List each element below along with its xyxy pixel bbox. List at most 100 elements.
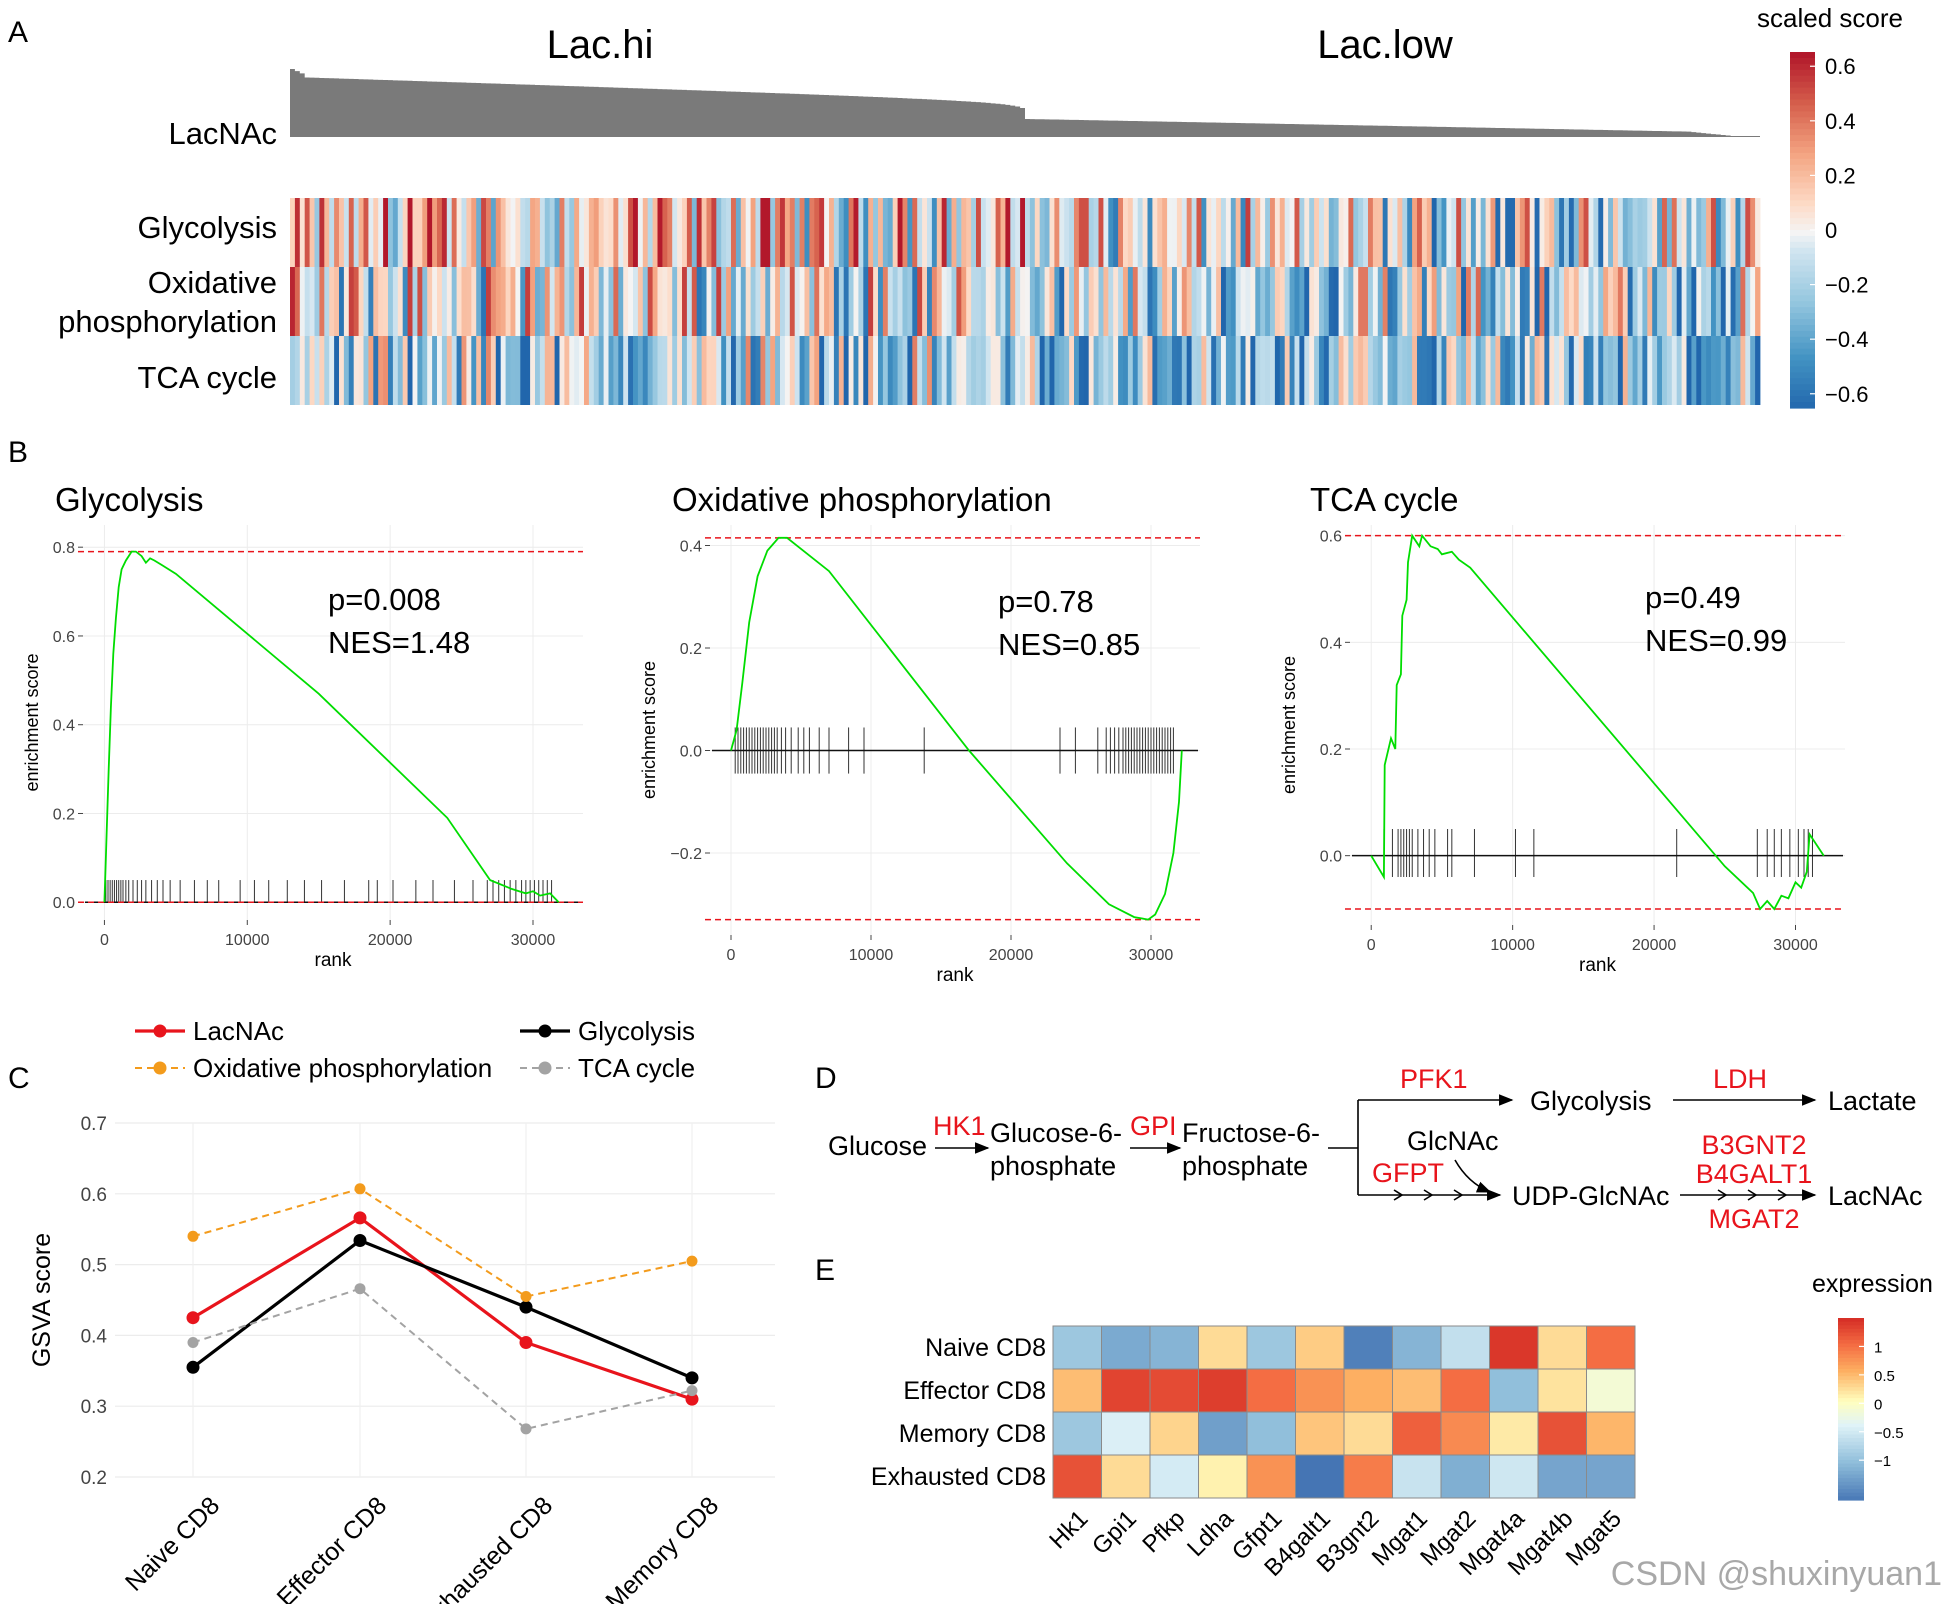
heat-e-cell (1343, 1454, 1393, 1499)
heat-a-cell (427, 198, 433, 267)
colorbar-a-step (1790, 372, 1815, 379)
heat-a-cell (1049, 267, 1055, 336)
heat-a-cell (1299, 336, 1305, 405)
x-tick-label: 0 (1367, 937, 1376, 954)
heat-a-cell (1132, 267, 1139, 336)
heat-a-cell (633, 336, 639, 405)
heat-a-cell (569, 336, 575, 405)
heat-a-cell (1740, 336, 1746, 405)
heat-a-cell (559, 336, 565, 405)
heat-a-cell (1044, 198, 1050, 267)
heat-a-cell (1446, 267, 1452, 336)
watermark: CSDN @shuxinyuan1 (1610, 1555, 1942, 1593)
heat-a-cell (1720, 336, 1727, 405)
heat-a-cell (941, 267, 947, 336)
colorbar-e-step (1838, 1434, 1864, 1439)
heat-a-cell (745, 336, 751, 405)
data-point (685, 1392, 699, 1406)
heat-a-cell (1176, 336, 1183, 405)
heat-a-cell (1270, 198, 1276, 267)
y-tick-label: 0.0 (1320, 849, 1342, 866)
heat-e-cell (1246, 1325, 1296, 1370)
heat-a-cell (956, 267, 962, 336)
heat-a-cell (618, 267, 624, 336)
heat-a-cell (951, 267, 957, 336)
heat-a-cell (677, 336, 683, 405)
heat-a-cell (696, 267, 702, 336)
heat-a-cell (765, 267, 771, 336)
heat-e-cell (1537, 1411, 1587, 1456)
heat-a-cell (1706, 336, 1712, 405)
heat-a-cell (564, 267, 570, 336)
colorbar-e-step (1838, 1489, 1864, 1494)
heat-a-cell (775, 336, 781, 405)
heat-a-cell (388, 267, 394, 336)
heat-a-cell (770, 267, 776, 336)
colorbar-a-step (1790, 396, 1815, 403)
heat-a-cell (1568, 198, 1575, 267)
heat-a-cell (486, 336, 492, 405)
x-category-label: Effector CD8 (272, 1491, 393, 1604)
colorbar-a-step (1790, 93, 1815, 101)
panel-label-c: C (8, 1062, 30, 1095)
heat-a-cell (672, 336, 678, 405)
heat-a-cell (1632, 267, 1638, 336)
heat-a-cell (1103, 336, 1109, 405)
heat-a-cell (789, 267, 796, 336)
heat-a-cell (1274, 336, 1281, 405)
heat-a-cell (907, 336, 913, 405)
heat-e-cell (1198, 1325, 1248, 1370)
heat-a-cell (1289, 198, 1295, 267)
heat-a-cell (1127, 336, 1134, 405)
heat-a-cell (1088, 267, 1094, 336)
colorbar-a-step (1790, 330, 1815, 338)
heat-a-cell (887, 336, 894, 405)
heat-a-cell (770, 198, 776, 267)
heat-a-cell (1475, 267, 1482, 336)
heat-a-cell (1216, 198, 1222, 267)
heat-a-cell (829, 336, 835, 405)
heat-a-cell (437, 198, 443, 267)
heat-a-cell (397, 267, 404, 336)
legend-a-title: scaled score (1757, 3, 1903, 33)
heat-a-cell (1353, 198, 1359, 267)
heat-a-cell (1260, 267, 1266, 336)
heat-a-cell (647, 336, 653, 405)
heat-a-cell (348, 267, 355, 336)
heat-a-cell (353, 198, 359, 267)
heat-a-cell (441, 267, 448, 336)
heat-a-cell (755, 198, 761, 267)
panel-label-a: A (8, 16, 28, 49)
heat-a-cell (1622, 267, 1629, 336)
heat-a-cell (299, 198, 306, 267)
heat-a-cell (1377, 198, 1384, 267)
enzyme-mgat2: MGAT2 (1708, 1204, 1799, 1234)
heat-a-cell (1407, 267, 1413, 336)
heat-a-cell (402, 336, 408, 405)
heat-a-cell (1549, 267, 1555, 336)
heat-a-cell (902, 267, 908, 336)
heat-a-cell (1235, 267, 1241, 336)
heat-a-cell (603, 336, 609, 405)
heat-a-cell (775, 267, 781, 336)
colorbar-e-tick-label: −1 (1874, 1453, 1891, 1470)
heat-a-cell (1323, 198, 1330, 267)
heat-a-cell (677, 267, 683, 336)
heat-a-cell (334, 198, 340, 267)
heat-a-cell (1005, 198, 1011, 267)
heat-a-cell (1647, 198, 1653, 267)
x-tick-label: 10000 (225, 932, 270, 949)
data-point (685, 1371, 699, 1385)
heat-a-cell (1544, 198, 1550, 267)
heat-a-cell (549, 336, 555, 405)
heat-a-cell (1515, 198, 1521, 267)
heat-a-cell (794, 336, 800, 405)
heat-e-cell (1392, 1454, 1442, 1499)
heat-a-cell (1025, 267, 1031, 336)
heat-a-cell (917, 198, 923, 267)
heat-a-cell (878, 198, 884, 267)
heat-a-cell (873, 198, 879, 267)
heat-a-cell (1480, 198, 1486, 267)
heat-a-cell (1078, 336, 1085, 405)
colorbar-a-step (1790, 69, 1815, 77)
